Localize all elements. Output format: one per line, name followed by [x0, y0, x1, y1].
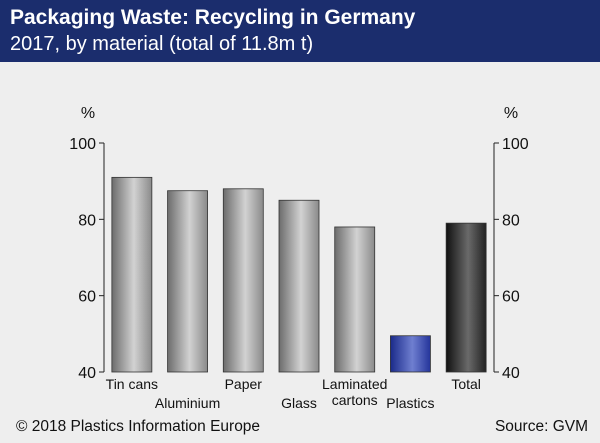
bar-chart: 40 40 60 60 80 80 100 100%% Tin cans Aluminium Pa…: [69, 105, 529, 411]
y-tick-label-left: 60: [78, 289, 96, 306]
category-label: Paper: [225, 376, 263, 392]
bar-plastics: [390, 335, 431, 373]
category-label: cartons: [332, 392, 378, 408]
y-tick-label-left: 40: [78, 365, 96, 382]
copyright-text: © 2018 Plastics Information Europe: [16, 418, 261, 435]
chart-header: Packaging Waste: Recycling in Germany 20…: [0, 0, 600, 62]
bar-glass: [278, 199, 320, 373]
category-label: Plastics: [386, 395, 434, 411]
y-unit-label-right: %: [504, 105, 518, 122]
bar-tin-cans: [111, 176, 153, 373]
category-label: Laminated: [322, 376, 387, 392]
bar-laminated-cartons: [334, 226, 376, 373]
chart-title: Packaging Waste: Recycling in Germany: [10, 6, 416, 29]
y-tick-label-right: 40: [502, 365, 520, 382]
bars: [111, 176, 487, 373]
chart-subtitle: 2017, by material (total of 11.8m t): [10, 33, 314, 55]
y-tick-label-right: 100: [502, 136, 529, 153]
axes: 40 40 60 60 80 80 100 100%%: [69, 105, 529, 382]
category-label: Glass: [281, 395, 317, 411]
bar-total: [445, 222, 487, 373]
y-tick-label-right: 60: [502, 289, 520, 306]
y-tick-label-left: 80: [78, 212, 96, 229]
bar-paper: [222, 188, 264, 373]
bar-aluminium: [167, 190, 208, 373]
source-text: Source: GVM: [494, 418, 588, 435]
category-label: Tin cans: [106, 376, 158, 392]
category-labels: Tin cans Aluminium Paper Glass Laminatedcart…: [106, 376, 481, 411]
category-label: Aluminium: [155, 395, 220, 411]
y-tick-label-right: 80: [502, 212, 520, 229]
y-unit-label-left: %: [81, 105, 95, 122]
y-tick-label-left: 100: [69, 136, 96, 153]
category-label: Total: [451, 376, 481, 392]
